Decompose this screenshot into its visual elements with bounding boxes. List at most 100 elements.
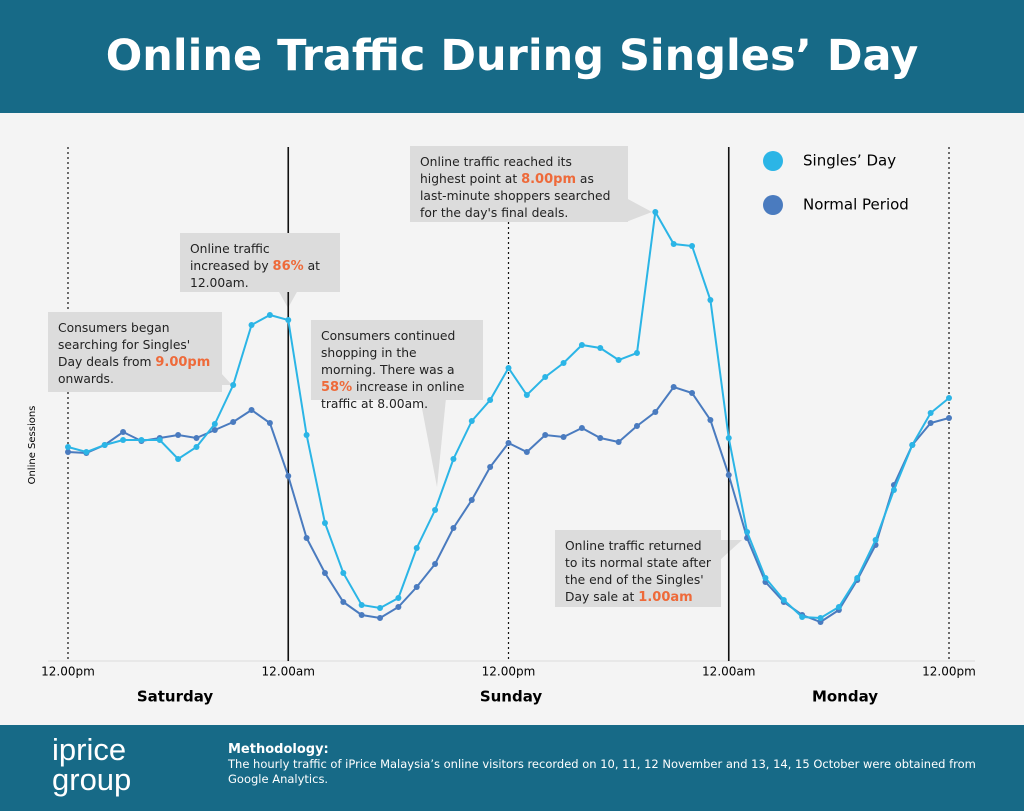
data-point (175, 456, 182, 462)
data-point (193, 444, 200, 450)
x-tick-label: 12.00am (262, 665, 315, 679)
data-point (487, 397, 494, 403)
data-point (909, 442, 916, 448)
x-tick-label: 12.00am (702, 665, 755, 679)
data-point (597, 345, 604, 351)
annotation: Online traffic increased by 86% at 12.00… (180, 233, 340, 292)
data-point (432, 507, 439, 513)
data-point (248, 407, 255, 413)
data-point (780, 597, 787, 603)
annotation: Consumers continued shopping in the morn… (311, 320, 483, 411)
data-point (138, 437, 145, 443)
annotation-text: increase in online traffic at 8.00am. (321, 380, 465, 411)
data-point (120, 429, 127, 435)
data-point (303, 535, 310, 541)
data-point (65, 444, 71, 450)
data-point (725, 435, 732, 441)
data-point (230, 419, 237, 425)
data-point (303, 432, 310, 438)
data-point (321, 520, 328, 526)
annotation-text: Online traffic returned to its normal st… (565, 539, 711, 604)
data-point (542, 374, 549, 380)
legend-marker (763, 195, 783, 215)
legend-marker (763, 151, 783, 171)
title: Online Traffic During Singles’ Day (0, 0, 1024, 113)
data-point (248, 322, 255, 328)
annotation-text: Consumers continued shopping in the morn… (321, 329, 456, 377)
data-point (321, 570, 328, 576)
day-label: Monday (812, 688, 878, 706)
data-point (505, 365, 512, 371)
data-point (670, 241, 677, 247)
x-tick-label: 12.00pm (482, 665, 536, 679)
annotation-text: at 12.00am. (190, 259, 320, 290)
data-point (542, 432, 549, 438)
x-tick-label: 12.00pm (922, 665, 976, 679)
data-point (413, 545, 420, 551)
data-point (615, 357, 622, 363)
x-tick-label: 12.00pm (41, 665, 95, 679)
data-point (211, 421, 218, 427)
logo: iprice group (52, 734, 131, 795)
data-point (689, 243, 696, 249)
data-point (725, 472, 732, 478)
annotation-highlight: 8.00pm (521, 172, 576, 187)
data-point (450, 456, 457, 462)
footer: iprice group Methodology: The hourly traff… (0, 725, 1024, 811)
pointer (420, 398, 446, 487)
data-point (835, 604, 842, 610)
annotation: Consumers began searching for Singles' D… (48, 312, 222, 392)
data-point (927, 410, 934, 416)
data-point (285, 473, 292, 479)
y-axis-label: Online Sessions (27, 406, 38, 485)
data-point (65, 449, 71, 455)
annotation-highlight: 86% (272, 259, 304, 274)
data-point (413, 584, 420, 590)
data-point (358, 612, 365, 618)
data-point (854, 575, 861, 581)
data-point (468, 497, 475, 503)
data-point (432, 561, 439, 567)
annotation-text: as last-minute shoppers searched for the… (420, 172, 611, 220)
data-point (762, 575, 769, 581)
day-label: Sunday (480, 688, 543, 706)
data-point (120, 437, 127, 443)
data-point (946, 415, 952, 421)
annotation-text: Consumers began searching for Singles' D… (58, 321, 191, 369)
data-point (615, 439, 622, 445)
data-point (560, 434, 567, 440)
data-point (633, 423, 640, 429)
data-point (266, 312, 273, 318)
data-point (578, 342, 585, 348)
data-point (799, 614, 806, 620)
legend-label: Singles’ Day (803, 152, 896, 170)
data-point (377, 605, 384, 611)
data-point (689, 390, 696, 396)
data-point (395, 595, 402, 601)
data-point (230, 382, 237, 388)
annotation: Online traffic reached its highest point… (410, 146, 628, 222)
annotation-highlight: 58% (321, 380, 353, 395)
annotation-text: Online traffic increased by (190, 242, 273, 273)
data-point (523, 392, 530, 398)
annotation: Online traffic returned to its normal st… (555, 530, 721, 607)
data-point (578, 425, 585, 431)
data-point (101, 442, 108, 448)
data-point (468, 418, 475, 424)
methodology-title: Methodology: (228, 742, 329, 757)
data-point (652, 409, 659, 415)
data-point (156, 437, 163, 443)
pointer (720, 540, 742, 560)
data-point (560, 360, 567, 366)
data-point (946, 395, 952, 401)
data-point (83, 449, 90, 455)
data-point (633, 350, 640, 356)
data-point (175, 432, 182, 438)
data-point (597, 435, 604, 441)
annotation-text: onwards. (58, 372, 114, 386)
data-point (487, 464, 494, 470)
data-point (285, 317, 292, 323)
data-point (450, 525, 457, 531)
